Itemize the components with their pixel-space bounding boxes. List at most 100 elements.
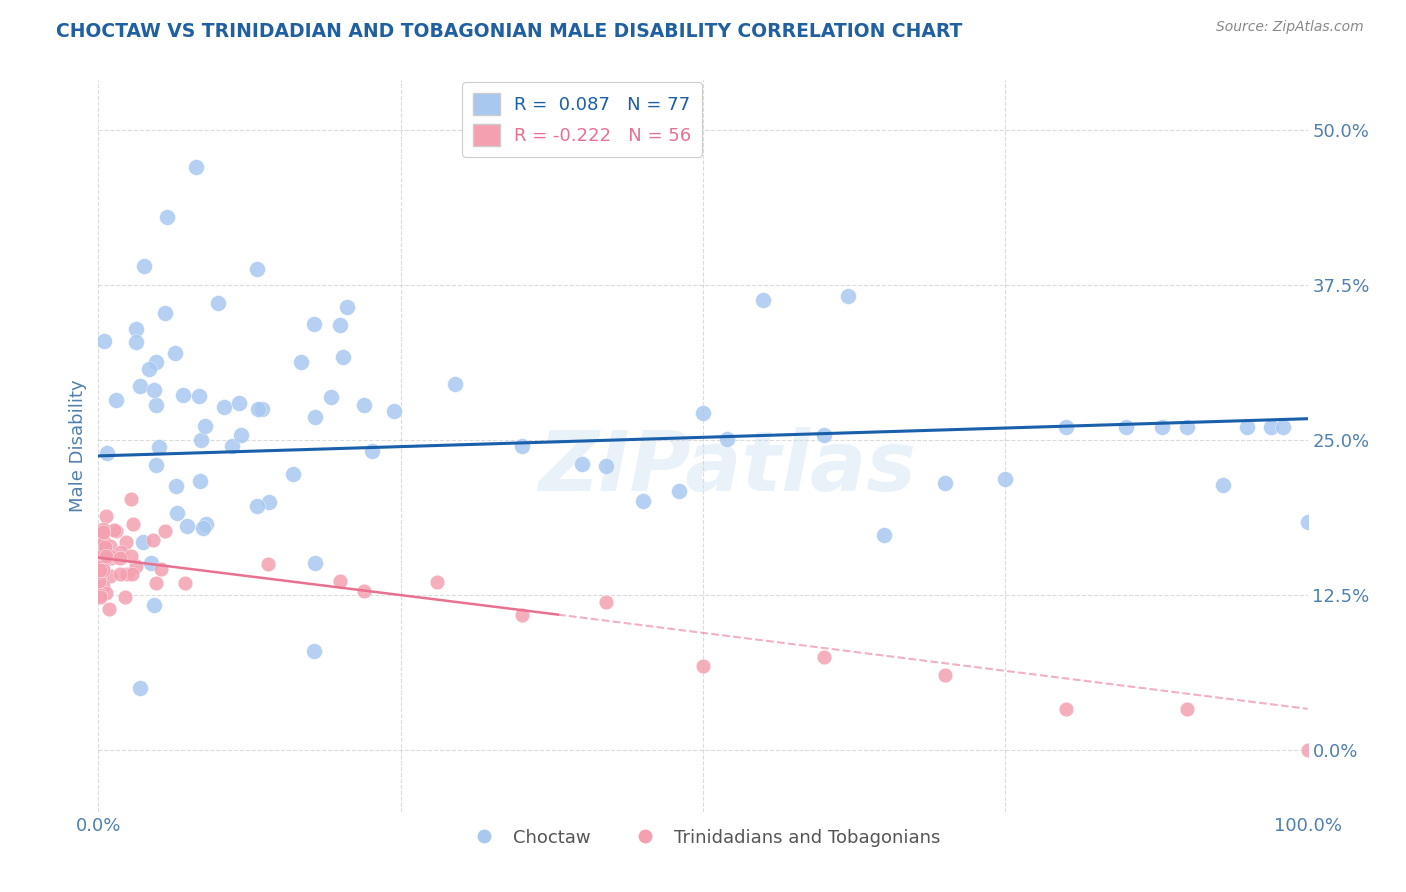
Point xyxy=(129,379,152,393)
Point xyxy=(304,410,326,425)
Point xyxy=(91,544,114,558)
Point xyxy=(1212,478,1234,492)
Point xyxy=(231,428,253,442)
Point xyxy=(329,574,352,588)
Point xyxy=(149,562,172,576)
Point xyxy=(114,591,136,605)
Point xyxy=(319,390,342,404)
Point xyxy=(246,500,269,514)
Point xyxy=(353,398,375,412)
Point xyxy=(89,537,111,551)
Legend: Choctaw, Trinidadians and Tobagonians: Choctaw, Trinidadians and Tobagonians xyxy=(458,822,948,854)
Point xyxy=(91,525,114,540)
Point xyxy=(595,458,617,473)
Point xyxy=(148,440,170,454)
Point xyxy=(631,493,654,508)
Point xyxy=(156,210,179,224)
Point xyxy=(89,590,111,604)
Point xyxy=(1236,420,1258,434)
Point xyxy=(283,467,305,481)
Point xyxy=(108,567,131,582)
Point xyxy=(94,550,117,565)
Point xyxy=(571,457,593,471)
Point xyxy=(100,550,122,565)
Point xyxy=(1175,702,1198,716)
Point xyxy=(813,650,835,665)
Point xyxy=(100,568,122,582)
Point xyxy=(1260,420,1282,434)
Point xyxy=(94,586,117,600)
Point xyxy=(212,400,235,414)
Point xyxy=(87,559,110,574)
Point xyxy=(353,583,375,598)
Point xyxy=(188,389,211,403)
Point xyxy=(91,579,114,593)
Point xyxy=(595,595,617,609)
Point xyxy=(934,668,956,682)
Point xyxy=(129,681,152,695)
Point xyxy=(120,492,142,507)
Point xyxy=(125,334,148,349)
Point xyxy=(172,388,194,402)
Point xyxy=(134,259,156,273)
Point xyxy=(336,300,359,314)
Point xyxy=(163,345,186,359)
Point xyxy=(94,509,117,524)
Point xyxy=(668,483,690,498)
Text: Source: ZipAtlas.com: Source: ZipAtlas.com xyxy=(1216,20,1364,34)
Point xyxy=(1054,420,1077,434)
Point xyxy=(90,559,112,574)
Point xyxy=(329,318,352,332)
Point xyxy=(94,540,117,554)
Point xyxy=(692,406,714,420)
Point xyxy=(716,432,738,446)
Point xyxy=(91,523,114,537)
Point xyxy=(153,306,176,320)
Point xyxy=(145,576,167,591)
Point xyxy=(1175,420,1198,434)
Point xyxy=(120,549,142,563)
Point xyxy=(91,563,114,577)
Point xyxy=(114,534,136,549)
Point xyxy=(145,458,167,473)
Point xyxy=(191,521,214,535)
Point xyxy=(256,557,278,571)
Point xyxy=(934,475,956,490)
Point xyxy=(89,563,111,577)
Point xyxy=(259,495,281,509)
Point xyxy=(304,556,326,570)
Y-axis label: Male Disability: Male Disability xyxy=(69,380,87,512)
Point xyxy=(510,608,533,623)
Point xyxy=(98,549,121,563)
Point xyxy=(153,524,176,538)
Point xyxy=(125,558,148,573)
Text: ZIPatlas: ZIPatlas xyxy=(538,427,917,508)
Point xyxy=(165,479,187,493)
Point xyxy=(138,362,160,376)
Point xyxy=(1054,702,1077,716)
Point xyxy=(228,395,250,409)
Point xyxy=(94,549,117,564)
Point xyxy=(1296,516,1319,530)
Point xyxy=(108,551,131,566)
Point xyxy=(443,376,465,391)
Point xyxy=(87,574,110,588)
Point xyxy=(132,534,155,549)
Point xyxy=(194,419,217,434)
Point xyxy=(752,293,775,307)
Point xyxy=(188,475,211,489)
Point xyxy=(176,519,198,533)
Point xyxy=(91,557,114,571)
Point xyxy=(184,160,207,174)
Point xyxy=(93,334,115,348)
Point xyxy=(122,517,145,532)
Point xyxy=(143,598,166,612)
Point xyxy=(207,296,229,310)
Point xyxy=(93,535,115,549)
Point xyxy=(246,402,269,417)
Point xyxy=(1152,420,1174,434)
Point xyxy=(96,446,118,460)
Point xyxy=(692,658,714,673)
Point xyxy=(190,434,212,448)
Point xyxy=(302,318,325,332)
